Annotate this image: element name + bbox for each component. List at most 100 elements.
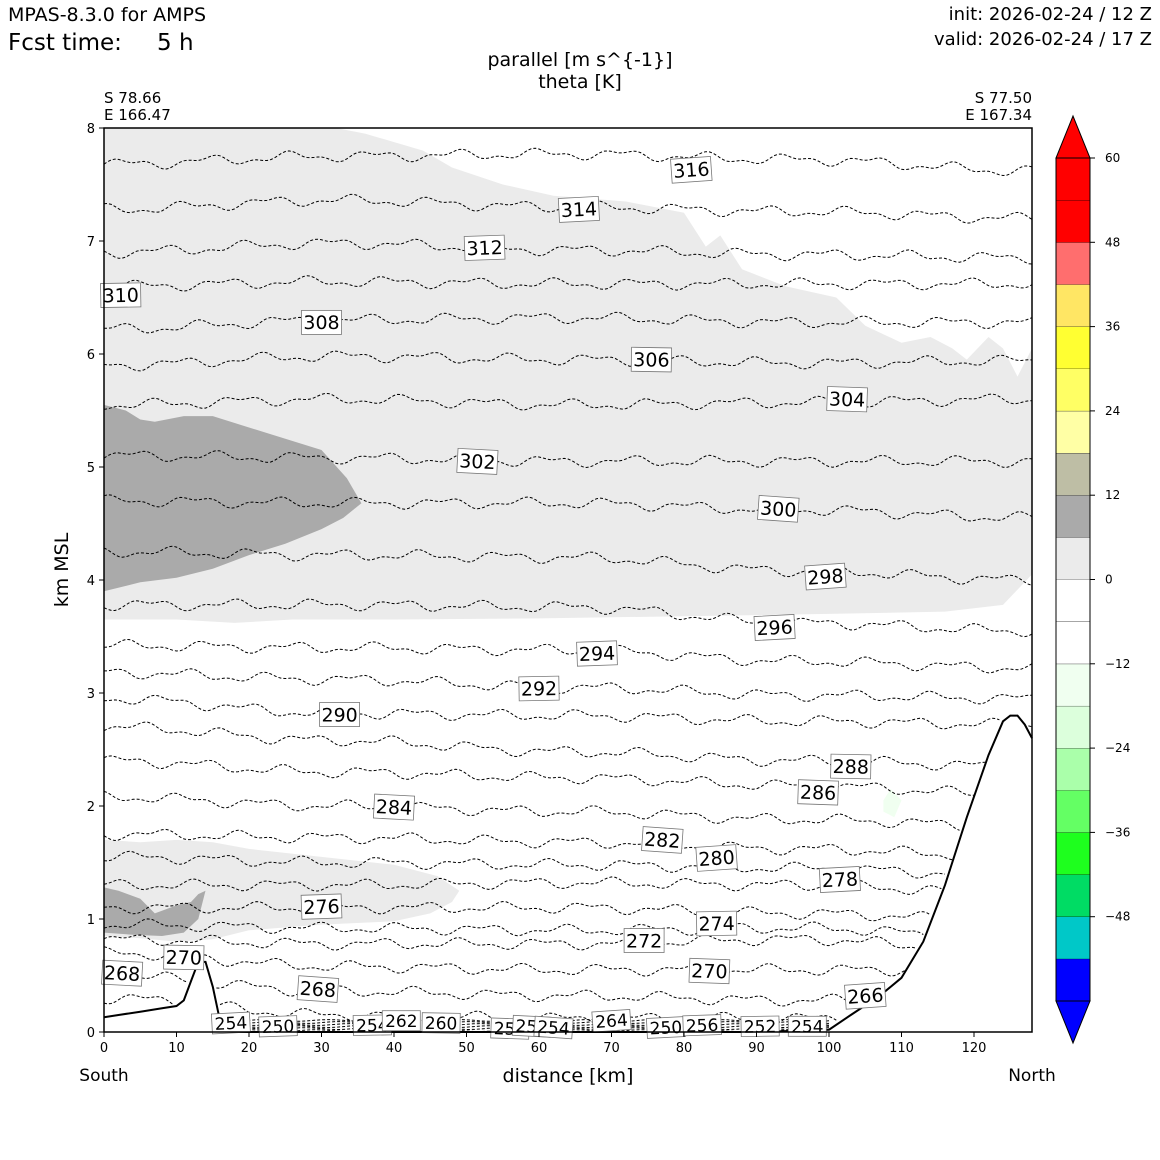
theta-contour-292 — [104, 668, 1033, 705]
x-tick-label: 30 — [313, 1041, 330, 1056]
theta-contour-312 — [103, 238, 1033, 265]
theta-contour-304 — [103, 392, 1032, 411]
x-tick-label: 120 — [962, 1041, 987, 1056]
chart-title: parallel [m s^{-1}] — [487, 49, 673, 71]
contour-label: 292 — [518, 675, 560, 702]
contour-label-box — [670, 156, 713, 184]
contour-label: 310 — [100, 282, 142, 308]
theta-contour-290 — [103, 694, 1000, 730]
contour-label-box — [641, 826, 684, 854]
contour-label-box — [210, 1011, 251, 1035]
contour-label: 312 — [463, 234, 506, 261]
contour-label: 270 — [688, 957, 731, 985]
theta-contour-282 — [103, 828, 953, 861]
contour-label: 262 — [381, 1010, 421, 1032]
contour-label-box — [682, 1014, 722, 1037]
y-tick-label: 7 — [87, 235, 95, 250]
contour-label-box — [818, 866, 861, 893]
y-tick-label: 4 — [87, 574, 95, 589]
contour-label-text: 298 — [807, 565, 845, 589]
contour-label-text: 314 — [560, 198, 597, 222]
contour-label-box — [757, 495, 800, 523]
contour-label: 304 — [826, 386, 868, 413]
contour-label-box — [695, 910, 738, 937]
colorbar-bin — [1056, 958, 1090, 1001]
x-tick-label: 10 — [168, 1041, 185, 1056]
colorbar-bin — [1056, 579, 1090, 622]
contour-label-box — [372, 793, 416, 821]
colorbar-tick-label: −48 — [1105, 910, 1130, 924]
contour-label-text: 274 — [698, 913, 735, 936]
contour-label-text: 304 — [829, 388, 866, 411]
contour-label-box — [296, 975, 340, 1003]
colorbar-tick-label: 12 — [1105, 488, 1120, 502]
contour-label: 296 — [753, 614, 796, 641]
contour-label-box — [421, 1012, 461, 1034]
colorbar-tick-label: 0 — [1105, 573, 1113, 587]
contour-label-text: 284 — [375, 796, 412, 820]
y-tick-label: 5 — [87, 461, 95, 476]
colorbar-bin — [1056, 832, 1090, 875]
contour-label-text: 296 — [756, 616, 793, 640]
left-lon: E 166.47 — [104, 106, 171, 124]
contour-label-box — [695, 844, 738, 872]
contour-label-box — [463, 234, 506, 261]
south-label: South — [79, 1066, 129, 1086]
x-tick-label: 40 — [386, 1041, 403, 1056]
contour-label-text: 254 — [791, 1017, 823, 1037]
contour-label: 270 — [163, 944, 205, 971]
colorbar-under-arrow — [1055, 1000, 1091, 1045]
contour-label: 252 — [740, 1015, 780, 1038]
theta-contour-280 — [103, 850, 946, 879]
contour-label-box — [518, 675, 560, 702]
contour-label-text: 266 — [847, 984, 885, 1008]
contour-label-text: 276 — [303, 896, 340, 919]
y-tick-label: 8 — [87, 122, 95, 137]
contour-label-box — [630, 346, 673, 373]
theta-contour-276 — [103, 900, 931, 922]
theta-contour-296 — [103, 598, 1033, 638]
contour-label: 268 — [296, 975, 340, 1003]
colorbar: 60 48 36 24 12 0 −12 −24 −36 −48 — [1055, 114, 1130, 1045]
contour-label-text: 286 — [800, 782, 837, 805]
x-tick-label: 60 — [531, 1041, 548, 1056]
contour-label: 298 — [804, 562, 847, 591]
theta-contour-278 — [103, 876, 942, 895]
contour-label: 288 — [830, 753, 872, 780]
contour-label-box — [844, 982, 887, 1010]
colorbar-bin — [1056, 410, 1090, 454]
theta-contour-266 — [103, 994, 174, 1005]
north-label: North — [1008, 1066, 1056, 1086]
theta-contour-302 — [103, 450, 1033, 469]
contour-label: 290 — [319, 702, 361, 727]
colorbar-bin — [1056, 284, 1090, 327]
contour-label: 272 — [623, 928, 665, 953]
fcst-time-label: Fcst time: — [8, 30, 122, 56]
colorbar-tick-label: 24 — [1105, 404, 1120, 418]
contour-label-box — [826, 386, 868, 413]
theta-contour-306 — [103, 350, 1033, 372]
right-lat: S 77.50 — [974, 89, 1032, 107]
colorbar-bin — [1056, 242, 1090, 285]
colorbar-bin — [1056, 621, 1090, 664]
x-tick-label: 90 — [748, 1041, 765, 1056]
colorbar-tick-label: −12 — [1105, 657, 1130, 671]
contour-label: 316 — [670, 156, 713, 184]
shaded-fills — [104, 128, 1032, 942]
contour-label-text: 260 — [425, 1014, 458, 1035]
contour-label-text: 282 — [643, 828, 681, 852]
contour-label-box — [557, 195, 600, 223]
contour-label-box — [456, 447, 499, 475]
y-tick-label: 6 — [87, 348, 95, 363]
x-tick-label: 100 — [817, 1041, 842, 1056]
model-title: MPAS-8.3.0 for AMPS — [8, 4, 207, 26]
contour-label-box — [804, 562, 847, 591]
colorbar-bin — [1056, 748, 1090, 791]
shaded-region-tiny-green — [883, 789, 902, 818]
left-lat: S 78.66 — [104, 89, 162, 107]
theta-contour-310 — [103, 275, 1033, 292]
contour-label-box — [797, 779, 839, 806]
contour-label-text: 264 — [595, 1011, 629, 1033]
contour-label: 250 — [645, 1016, 686, 1039]
